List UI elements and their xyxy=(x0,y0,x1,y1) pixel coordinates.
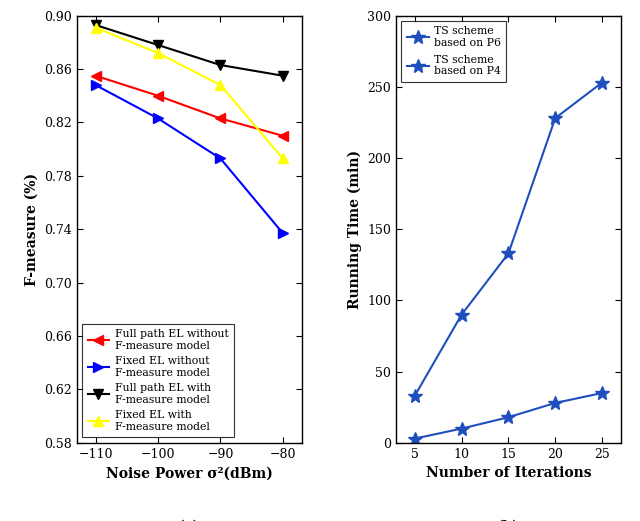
Fixed EL with
F-measure model xyxy=(216,82,224,88)
Text: (b): (b) xyxy=(497,520,520,521)
Full path EL with
F-measure model xyxy=(154,42,162,48)
Full path EL without
F-measure model xyxy=(92,72,99,79)
TS scheme
based on P6 xyxy=(458,312,465,318)
TS scheme
based on P4 xyxy=(504,414,512,420)
Line: TS scheme
based on P6: TS scheme based on P6 xyxy=(408,76,609,403)
Fixed EL without
F-measure model xyxy=(154,115,162,121)
X-axis label: Noise Power σ²(dBm): Noise Power σ²(dBm) xyxy=(106,466,273,480)
TS scheme
based on P6 xyxy=(504,250,512,256)
Text: (a): (a) xyxy=(178,520,200,521)
Y-axis label: Running Time (min): Running Time (min) xyxy=(347,150,362,309)
Fixed EL with
F-measure model xyxy=(154,50,162,56)
X-axis label: Number of Iterations: Number of Iterations xyxy=(426,466,591,480)
TS scheme
based on P4 xyxy=(458,426,465,432)
Full path EL with
F-measure model xyxy=(92,22,99,28)
Line: Fixed EL with
F-measure model: Fixed EL with F-measure model xyxy=(91,23,288,164)
Full path EL with
F-measure model xyxy=(279,72,287,79)
Full path EL without
F-measure model xyxy=(279,133,287,139)
Line: Full path EL without
F-measure model: Full path EL without F-measure model xyxy=(91,71,288,141)
TS scheme
based on P6 xyxy=(598,79,606,85)
Full path EL without
F-measure model xyxy=(154,93,162,99)
Line: TS scheme
based on P4: TS scheme based on P4 xyxy=(408,386,609,445)
TS scheme
based on P6 xyxy=(552,115,559,121)
Fixed EL with
F-measure model xyxy=(279,155,287,162)
TS scheme
based on P4 xyxy=(598,390,606,396)
Fixed EL without
F-measure model xyxy=(92,82,99,88)
Line: Full path EL with
F-measure model: Full path EL with F-measure model xyxy=(91,20,288,81)
Legend: TS scheme
based on P6, TS scheme
based on P4: TS scheme based on P6, TS scheme based o… xyxy=(401,21,506,82)
Full path EL with
F-measure model xyxy=(216,62,224,68)
Fixed EL without
F-measure model xyxy=(279,230,287,237)
TS scheme
based on P4 xyxy=(552,400,559,406)
Line: Fixed EL without
F-measure model: Fixed EL without F-measure model xyxy=(91,80,288,238)
Y-axis label: F-measure (%): F-measure (%) xyxy=(24,172,38,286)
Fixed EL without
F-measure model xyxy=(216,155,224,162)
TS scheme
based on P4 xyxy=(411,436,419,442)
TS scheme
based on P6 xyxy=(411,393,419,399)
Fixed EL with
F-measure model xyxy=(92,24,99,31)
Legend: Full path EL without
F-measure model, Fixed EL without
F-measure model, Full pat: Full path EL without F-measure model, Fi… xyxy=(82,324,234,438)
Full path EL without
F-measure model xyxy=(216,115,224,121)
